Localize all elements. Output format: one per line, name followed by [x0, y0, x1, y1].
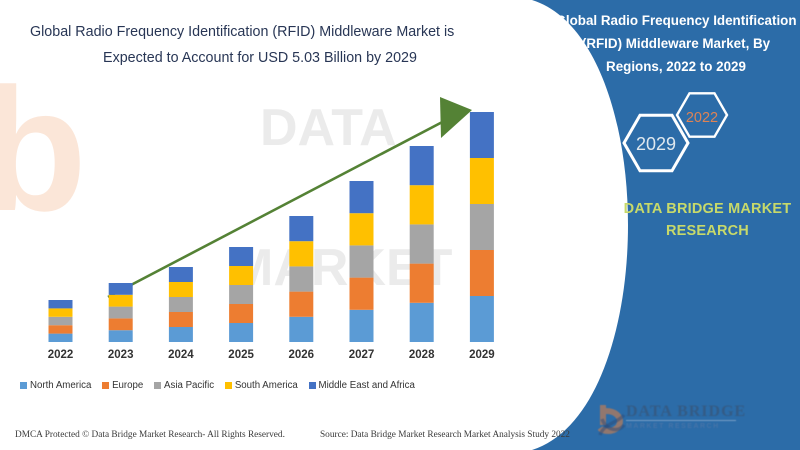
- svg-text:2022: 2022: [48, 349, 74, 361]
- svg-text:2024: 2024: [168, 349, 194, 361]
- svg-text:2028: 2028: [409, 349, 435, 361]
- svg-text:2029: 2029: [469, 349, 495, 361]
- svg-text:2027: 2027: [349, 349, 375, 361]
- svg-text:2026: 2026: [289, 349, 315, 361]
- svg-text:2023: 2023: [108, 349, 134, 361]
- svg-text:2025: 2025: [228, 349, 254, 361]
